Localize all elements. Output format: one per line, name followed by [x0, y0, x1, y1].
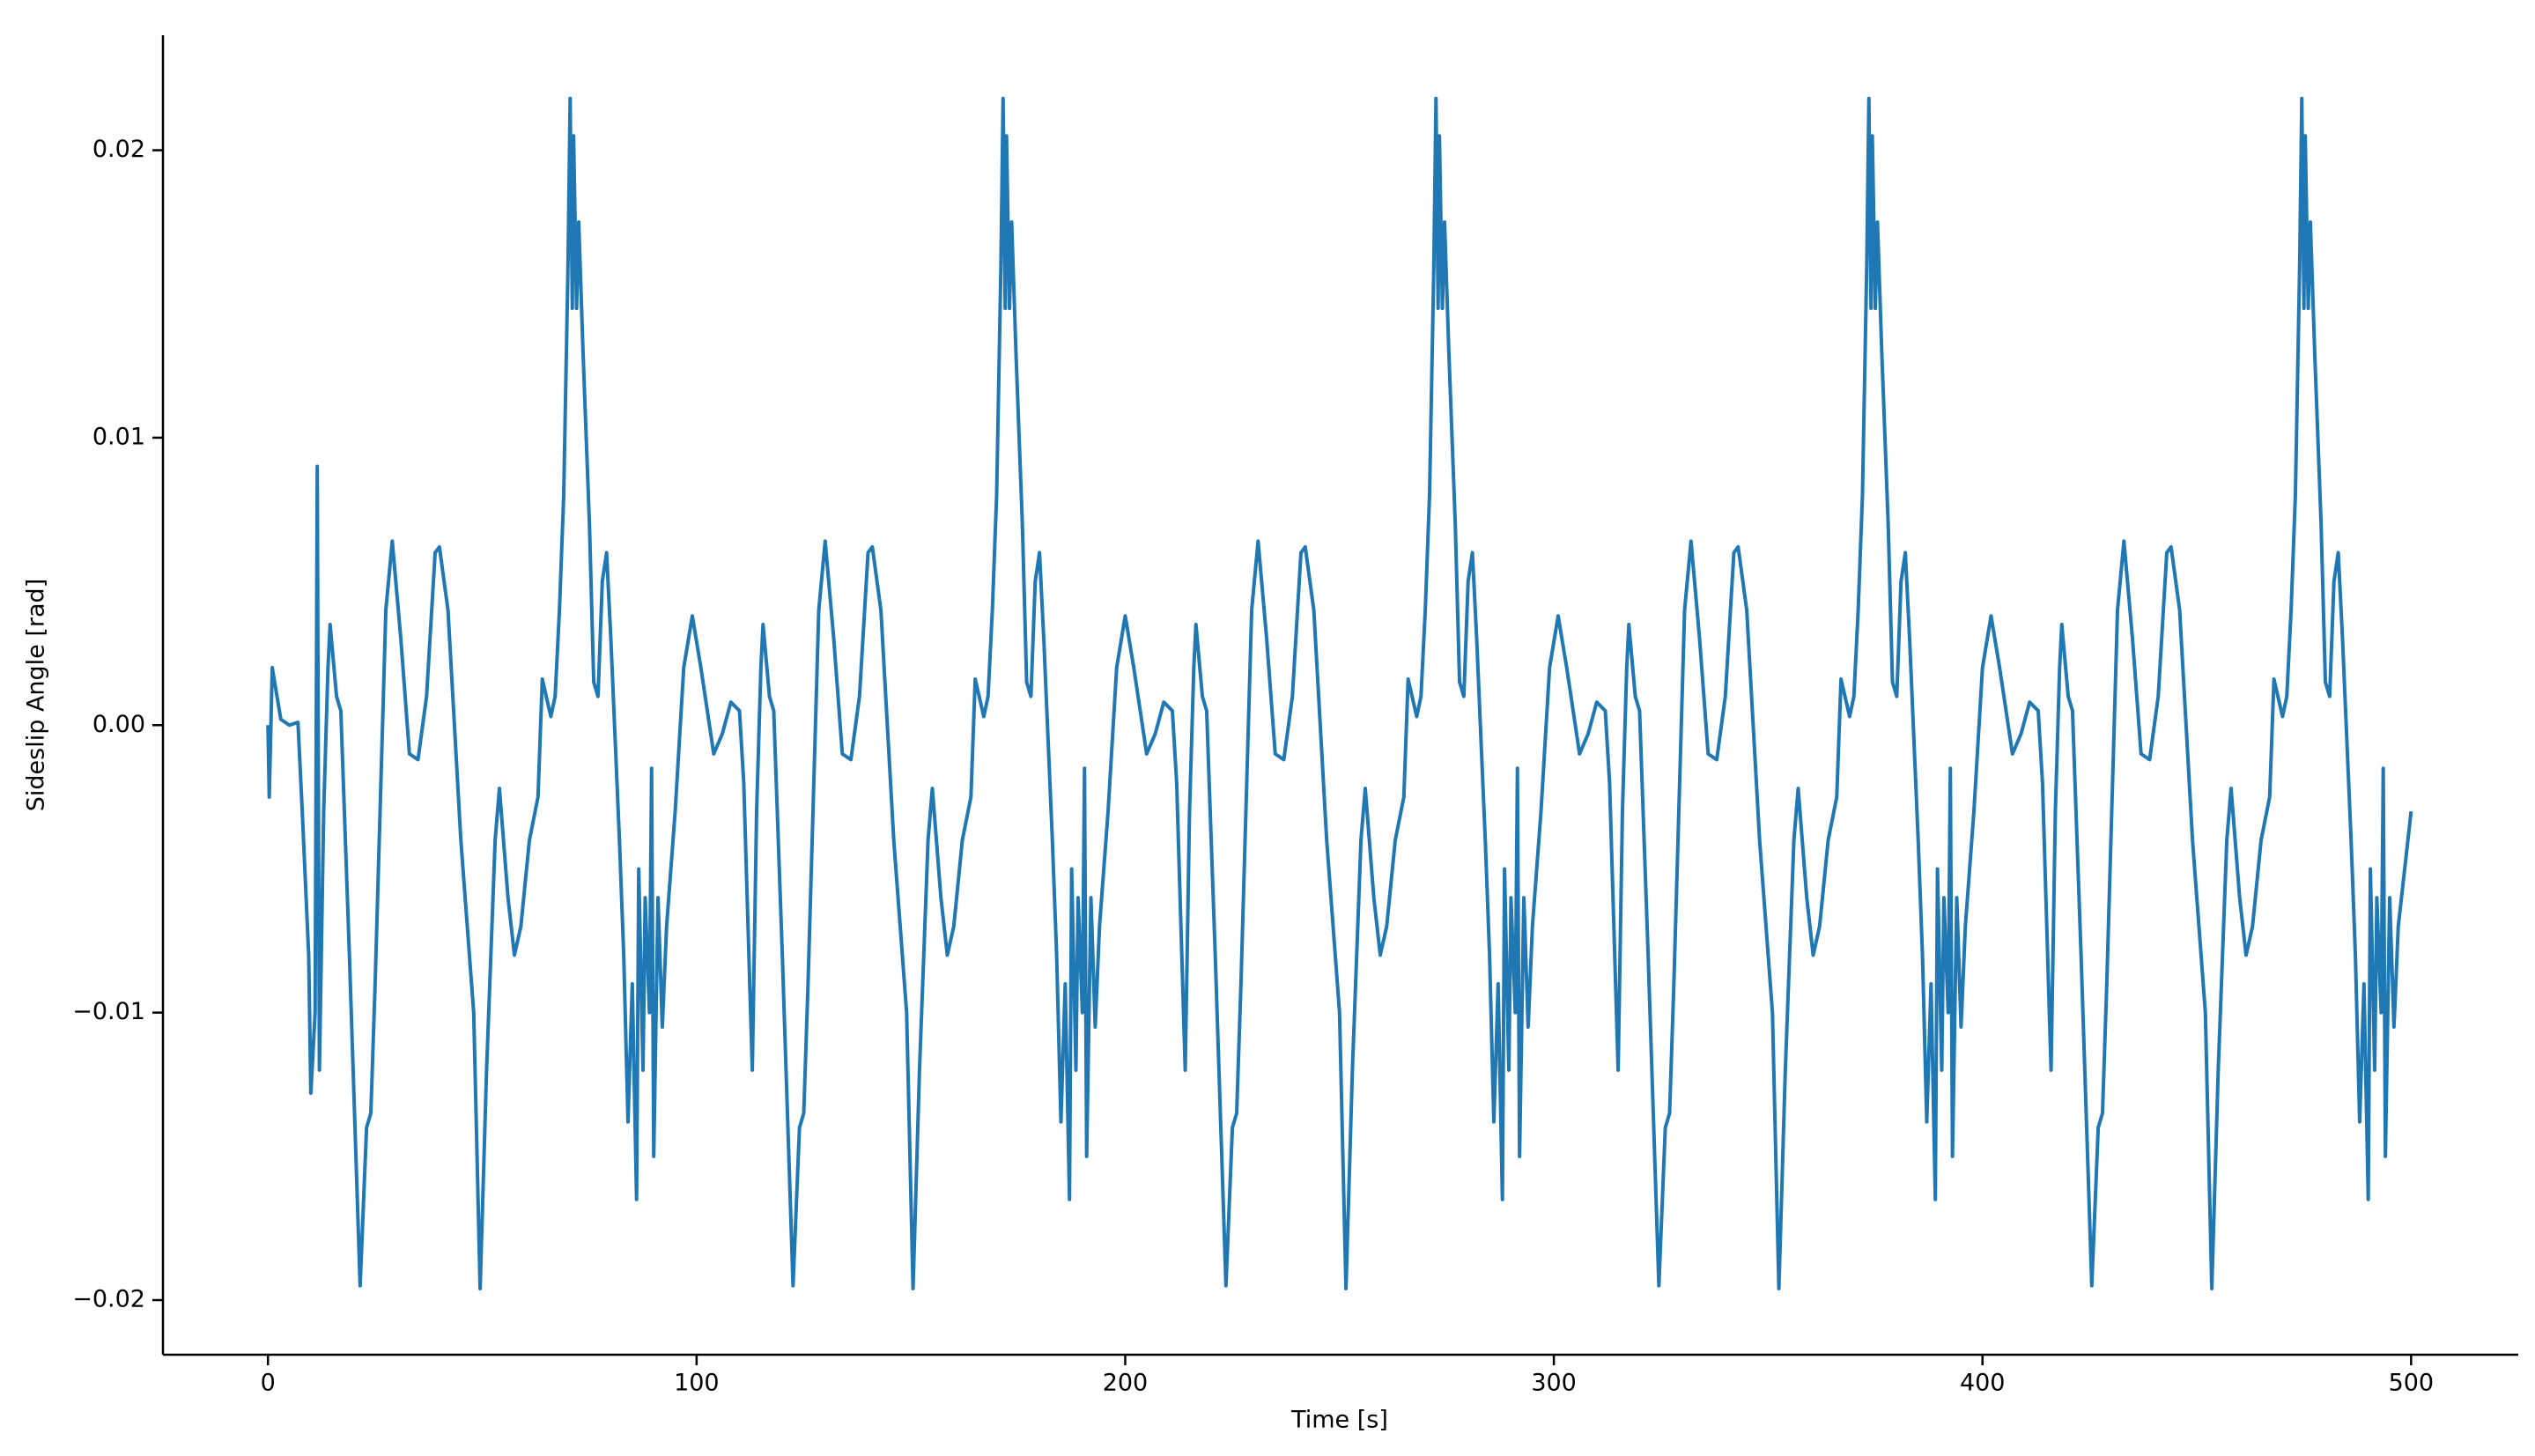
y-tick-label: −0.01: [72, 998, 145, 1025]
x-tick-label: 100: [674, 1370, 720, 1397]
x-tick-label: 0: [261, 1370, 276, 1397]
data-line: [266, 96, 2413, 1290]
x-axis-label: Time [s]: [1290, 1407, 1388, 1434]
y-tick-label: 0.01: [92, 423, 145, 450]
y-tick-label: 0.00: [92, 711, 145, 738]
y-axis-label: Sideslip Angle [rad]: [23, 579, 50, 811]
y-tick-label: 0.02: [92, 136, 145, 163]
y-tick-label: −0.02: [72, 1285, 145, 1312]
x-tick-label: 300: [1531, 1370, 1577, 1397]
x-tick-label: 400: [1960, 1370, 2006, 1397]
x-tick-label: 200: [1103, 1370, 1149, 1397]
x-tick-label: 500: [2389, 1370, 2435, 1397]
